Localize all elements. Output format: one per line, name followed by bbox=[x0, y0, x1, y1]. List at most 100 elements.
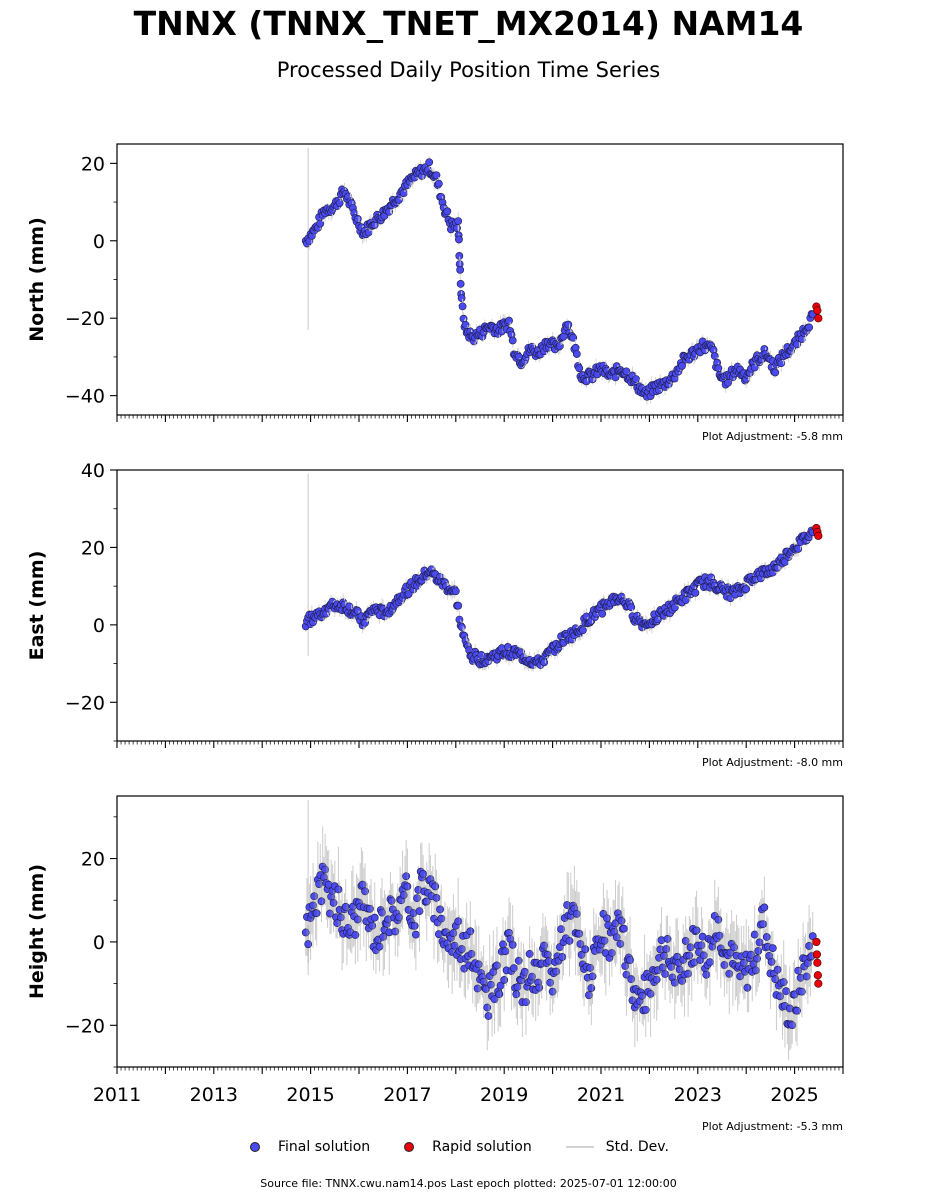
final-solution-point bbox=[368, 921, 377, 930]
final-solution-point bbox=[455, 235, 463, 244]
final-solution-point bbox=[334, 885, 343, 894]
final-solution-point bbox=[793, 1006, 801, 1015]
final-solution-point bbox=[739, 958, 748, 967]
final-solution-point bbox=[678, 361, 686, 370]
rapid-solution-point bbox=[812, 937, 821, 947]
final-solution-point bbox=[692, 926, 701, 935]
final-solution-point bbox=[714, 915, 723, 924]
final-solution-point bbox=[317, 897, 326, 906]
final-solution-point bbox=[454, 217, 463, 226]
final-solution-point bbox=[603, 914, 611, 923]
final-solution-point bbox=[742, 585, 751, 593]
final-solution-point bbox=[702, 970, 711, 979]
final-solution-point bbox=[794, 544, 803, 553]
y-tick-label: 0 bbox=[93, 615, 105, 637]
final-solution-point bbox=[578, 626, 587, 635]
final-solution-point bbox=[461, 320, 470, 329]
final-solution-point bbox=[410, 922, 419, 930]
legend-rapid-label: Rapid solution bbox=[432, 1139, 532, 1155]
final-solution-point bbox=[500, 976, 509, 984]
final-solution-point bbox=[370, 913, 379, 922]
legend-rapid: Rapid solution bbox=[404, 1139, 532, 1155]
y-axis-label: Height (mm) bbox=[26, 864, 48, 999]
chart-subtitle: Processed Daily Position Time Series bbox=[276, 58, 661, 82]
panel-frame bbox=[116, 469, 844, 742]
y-tick-label: −20 bbox=[65, 1015, 105, 1037]
y-tick-label: 20 bbox=[81, 153, 105, 175]
final-solution-point bbox=[484, 1012, 493, 1020]
legend-final: Final solution bbox=[250, 1139, 370, 1155]
final-solution-point bbox=[759, 920, 768, 928]
y-tick-label: −20 bbox=[65, 692, 105, 714]
final-solution-point bbox=[454, 917, 463, 926]
x-tick-label: 2019 bbox=[480, 1084, 528, 1106]
final-solution-point bbox=[454, 601, 463, 610]
final-solution-point bbox=[575, 364, 584, 373]
final-solution-point bbox=[365, 904, 374, 913]
final-solution-point bbox=[767, 957, 776, 966]
rapid-solution-point bbox=[813, 958, 822, 967]
final-solution-point bbox=[663, 935, 672, 943]
final-solution-point bbox=[620, 924, 628, 933]
final-solution-point bbox=[760, 903, 769, 912]
final-solution-point bbox=[431, 882, 440, 891]
final-solution-point bbox=[632, 375, 640, 384]
final-solution-point bbox=[434, 179, 443, 188]
x-tick-label: 2023 bbox=[674, 1084, 722, 1106]
final-solution-point bbox=[714, 364, 723, 373]
final-solution-point bbox=[312, 909, 321, 918]
final-marker-icon bbox=[250, 1142, 260, 1152]
final-solution-point bbox=[641, 1005, 650, 1014]
final-solution-point bbox=[622, 367, 631, 376]
x-tick-label: 2021 bbox=[577, 1084, 625, 1106]
final-solution-point bbox=[495, 990, 504, 999]
final-solution-point bbox=[777, 359, 786, 368]
y-tick-label: 20 bbox=[81, 849, 105, 871]
final-solution-point bbox=[404, 590, 413, 598]
final-solution-point bbox=[805, 323, 814, 332]
source-footer: Source file: TNNX.cwu.nam14.pos Last epo… bbox=[260, 1177, 677, 1190]
final-solution-point bbox=[587, 984, 596, 992]
x-tick-label: 2025 bbox=[770, 1084, 818, 1106]
final-solution-point bbox=[361, 887, 369, 896]
final-solution-point bbox=[403, 882, 412, 891]
final-solution-point bbox=[681, 596, 690, 604]
final-solution-point bbox=[558, 953, 567, 961]
final-solution-point bbox=[512, 990, 521, 999]
rapid-solution-point bbox=[813, 971, 822, 980]
y-tick-label: 0 bbox=[93, 231, 105, 253]
final-solution-point bbox=[750, 363, 759, 372]
final-solution-point bbox=[436, 905, 444, 914]
final-solution-point bbox=[555, 342, 564, 350]
final-solution-point bbox=[661, 970, 670, 978]
final-solution-point bbox=[402, 872, 411, 881]
final-solution-point bbox=[432, 894, 441, 902]
final-solution-point bbox=[329, 898, 338, 907]
legend-final-label: Final solution bbox=[278, 1139, 371, 1155]
final-solution-point bbox=[569, 333, 578, 342]
plot-adjustment: Plot Adjustment: -8.0 mm bbox=[702, 756, 843, 769]
final-solution-point bbox=[335, 199, 344, 208]
final-solution-point bbox=[499, 940, 507, 949]
rapid-solution-point bbox=[813, 306, 822, 315]
final-solution-point bbox=[808, 932, 817, 941]
final-solution-point bbox=[432, 171, 441, 180]
rapid-solution-point bbox=[812, 950, 821, 959]
final-solution-point bbox=[626, 956, 634, 964]
final-solution-point bbox=[779, 978, 788, 986]
final-solution-point bbox=[627, 603, 636, 612]
final-solution-point bbox=[456, 265, 465, 274]
x-tick-label: 2017 bbox=[383, 1084, 431, 1106]
final-solution-point bbox=[301, 928, 310, 937]
final-solution-point bbox=[522, 998, 530, 1007]
final-solution-point bbox=[411, 930, 420, 939]
y-tick-label: 0 bbox=[93, 932, 105, 954]
final-solution-point bbox=[458, 302, 467, 311]
final-solution-point bbox=[457, 623, 466, 632]
final-solution-point bbox=[453, 224, 461, 233]
final-solution-point bbox=[753, 954, 761, 963]
final-solution-point bbox=[345, 602, 354, 611]
final-solution-point bbox=[505, 316, 513, 325]
x-tick-label: 2015 bbox=[286, 1084, 334, 1106]
